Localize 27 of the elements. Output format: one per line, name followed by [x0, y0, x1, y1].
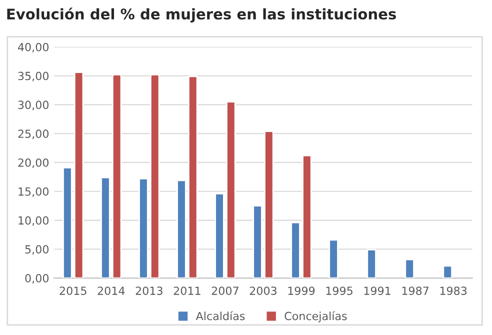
bar [328, 239, 338, 278]
y-tick-label: 0,00 [25, 274, 49, 284]
x-tick-label: 1999 [288, 286, 315, 295]
y-tick-label: 35,00 [18, 72, 49, 82]
x-tick-label: 1991 [364, 286, 390, 295]
y-tick-label: 30,00 [18, 100, 49, 110]
x-tick-label: 2011 [174, 286, 200, 295]
x-tick-label: 2007 [212, 286, 238, 295]
x-tick-label: 2003 [250, 286, 276, 295]
x-tick-label: 1987 [402, 286, 428, 295]
x-tick-label: 2015 [60, 286, 86, 295]
chart-title: Evolución del % de mujeres en las instituciones [7, 8, 396, 22]
bar [442, 265, 452, 278]
legend-label: Alcaldías [196, 311, 245, 320]
y-tick-label: 5,00 [25, 245, 49, 255]
x-tick-label: 2013 [136, 286, 162, 295]
legend-label: Concejalías [284, 311, 347, 322]
x-tick-label: 1995 [326, 286, 352, 295]
y-tick-label: 40,00 [18, 42, 49, 52]
bar [366, 249, 376, 278]
x-tick-label: 2014 [98, 286, 125, 295]
y-tick-label: 15,00 [18, 187, 49, 197]
bar [404, 258, 414, 278]
y-tick-label: 25,00 [18, 130, 49, 140]
y-tick-label: 20,00 [18, 158, 49, 168]
y-tick-label: 10,00 [18, 216, 49, 226]
x-tick-label: 1983 [440, 286, 467, 295]
